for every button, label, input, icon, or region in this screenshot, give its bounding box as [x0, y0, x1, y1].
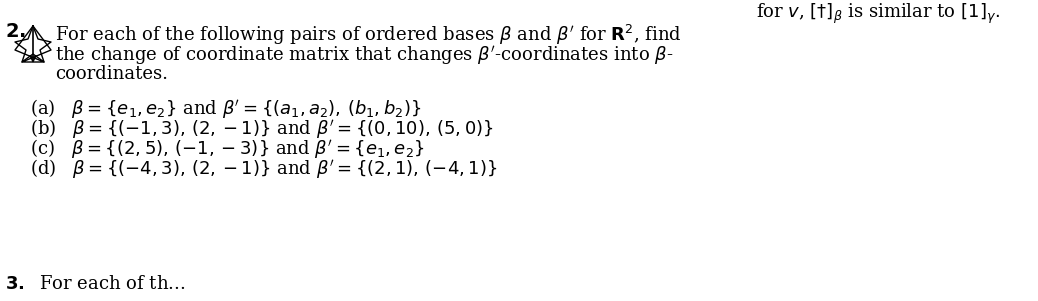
Text: $\mathbf{2.}$: $\mathbf{2.}$	[5, 23, 26, 41]
Text: the change of coordinate matrix that changes $\beta'$-coordinates into $\beta$-: the change of coordinate matrix that cha…	[55, 44, 674, 67]
Text: (a)   $\beta = \{e_1, e_2\}$ and $\beta' = \{(a_1, a_2),\,(b_1, b_2)\}$: (a) $\beta = \{e_1, e_2\}$ and $\beta' =…	[30, 97, 421, 120]
Text: $\mathbf{3.}$  For each of th...: $\mathbf{3.}$ For each of th...	[5, 275, 186, 293]
Text: (c)   $\beta = \{(2, 5),\,(-1, -3)\}$ and $\beta' = \{e_1, e_2\}$: (c) $\beta = \{(2, 5),\,(-1, -3)\}$ and …	[30, 137, 425, 160]
Text: For each of the following pairs of ordered bases $\beta$ and $\beta'$ for $\math: For each of the following pairs of order…	[55, 23, 682, 47]
Text: (d)   $\beta = \{(-4, 3),\,(2, -1)\}$ and $\beta' = \{(2, 1),\,(-4, 1)\}$: (d) $\beta = \{(-4, 3),\,(2, -1)\}$ and …	[30, 157, 497, 180]
Text: coordinates.: coordinates.	[55, 65, 168, 83]
Text: (b)   $\beta = \{(-1, 3),\,(2, -1)\}$ and $\beta' = \{(0, 10),\,(5, 0)\}$: (b) $\beta = \{(-1, 3),\,(2, -1)\}$ and …	[30, 117, 494, 140]
Text: for $v$, $[\dagger]_\beta$ is similar to $[1]_\gamma.$: for $v$, $[\dagger]_\beta$ is similar to…	[756, 2, 1000, 26]
